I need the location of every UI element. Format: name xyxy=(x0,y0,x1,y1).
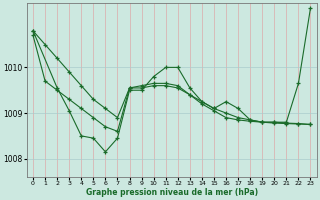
X-axis label: Graphe pression niveau de la mer (hPa): Graphe pression niveau de la mer (hPa) xyxy=(86,188,258,197)
